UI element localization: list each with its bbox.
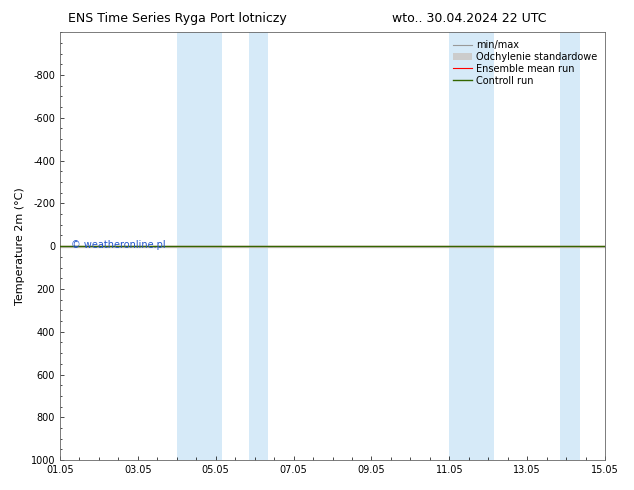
Text: wto.. 30.04.2024 22 UTC: wto.. 30.04.2024 22 UTC: [392, 12, 547, 25]
Text: ENS Time Series Ryga Port lotniczy: ENS Time Series Ryga Port lotniczy: [68, 12, 287, 25]
Text: © weatheronline.pl: © weatheronline.pl: [71, 240, 165, 250]
Bar: [560, 32, 580, 460]
Bar: [450, 32, 494, 460]
Bar: [177, 32, 221, 460]
Y-axis label: Temperature 2m (°C): Temperature 2m (°C): [15, 187, 25, 305]
Bar: [249, 32, 268, 460]
Legend: min/max, Odchylenie standardowe, Ensemble mean run, Controll run: min/max, Odchylenie standardowe, Ensembl…: [450, 37, 600, 89]
